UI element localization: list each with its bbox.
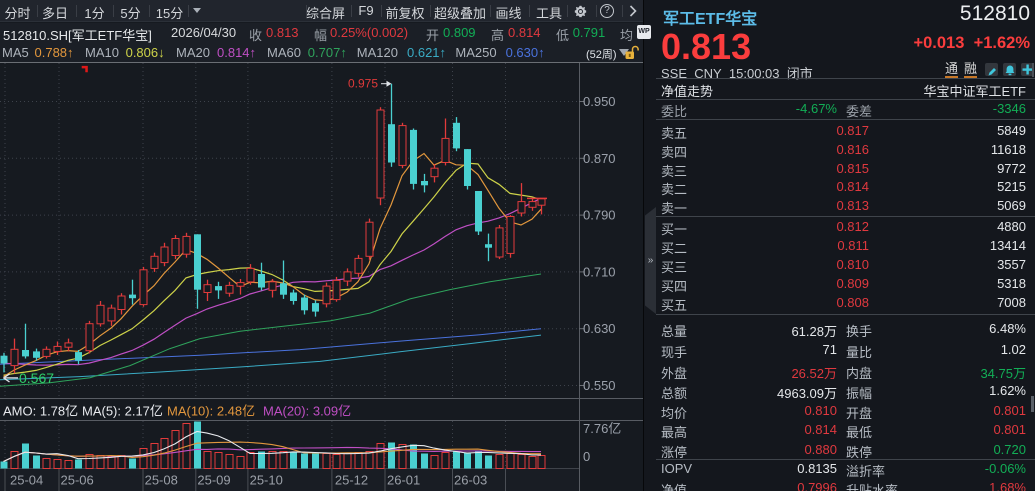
svg-text:25-10: 25-10	[250, 473, 283, 488]
svg-text:0.710: 0.710	[583, 264, 616, 279]
svg-text:MA(5): 2.17亿: MA(5): 2.17亿	[82, 404, 163, 419]
svg-text:7.76亿: 7.76亿	[583, 421, 621, 436]
svg-text:25-06: 25-06	[61, 473, 94, 488]
svg-text:0.790: 0.790	[583, 208, 616, 223]
svg-text:26-01: 26-01	[387, 473, 420, 488]
svg-text:25-04: 25-04	[10, 473, 43, 488]
svg-text:25-12: 25-12	[335, 473, 368, 488]
svg-text:25-09: 25-09	[197, 473, 230, 488]
svg-text:26-03: 26-03	[454, 473, 487, 488]
svg-text:0.950: 0.950	[583, 94, 616, 109]
svg-text:0: 0	[583, 449, 590, 464]
svg-text:AMO: 1.78亿: AMO: 1.78亿	[3, 404, 78, 419]
svg-text:25-08: 25-08	[145, 473, 178, 488]
svg-text:0.870: 0.870	[583, 151, 616, 166]
svg-text:0.567: 0.567	[19, 370, 54, 386]
svg-text:MA(20): 3.09亿: MA(20): 3.09亿	[263, 404, 351, 419]
svg-text:0.975: 0.975	[348, 77, 378, 91]
svg-text:MA(10): 2.48亿: MA(10): 2.48亿	[167, 404, 255, 419]
svg-text:0.630: 0.630	[583, 321, 616, 336]
svg-text:0.550: 0.550	[583, 378, 616, 393]
